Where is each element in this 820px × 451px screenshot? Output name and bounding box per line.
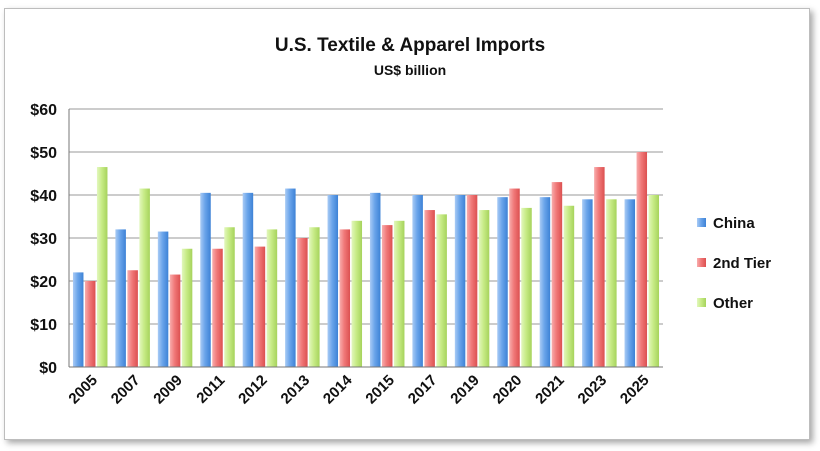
bar-other-2005 xyxy=(96,167,108,367)
bar-2nd-tier-2015 xyxy=(381,225,393,367)
chart-frame: U.S. Textile & Apparel Imports US$ billi… xyxy=(4,8,810,440)
legend-swatch-other xyxy=(697,298,706,307)
x-tick-label: 2020 xyxy=(490,372,526,408)
bar-china-2019 xyxy=(454,195,466,367)
y-tick-label: $10 xyxy=(30,317,57,334)
bar-2nd-tier-2011 xyxy=(212,248,223,367)
y-tick-label: $0 xyxy=(39,360,57,377)
bar-other-2021 xyxy=(563,205,575,367)
bar-other-2012 xyxy=(266,229,278,367)
x-tick-label: 2017 xyxy=(405,372,441,408)
legend-label: China xyxy=(713,215,755,232)
bar-2nd-tier-2007 xyxy=(127,270,138,367)
y-tick-label: $50 xyxy=(30,145,57,162)
bar-2nd-tier-2021 xyxy=(551,182,563,367)
bar-china-2025 xyxy=(624,199,636,367)
bar-china-2009 xyxy=(157,231,169,367)
chart-subtitle: US$ billion xyxy=(374,62,446,78)
bar-2nd-tier-2012 xyxy=(254,246,266,367)
bar-china-2013 xyxy=(285,188,296,367)
y-tick-label: $20 xyxy=(30,274,57,291)
bar-other-2013 xyxy=(309,227,320,367)
bars xyxy=(72,152,660,367)
x-tick-label: 2011 xyxy=(193,372,228,407)
bar-other-2009 xyxy=(181,248,193,367)
x-tick-label: 2007 xyxy=(108,372,144,408)
x-tick-label: 2009 xyxy=(150,372,186,408)
bar-other-2007 xyxy=(139,188,150,367)
chart-title: U.S. Textile & Apparel Imports xyxy=(275,35,545,56)
bar-other-2020 xyxy=(521,207,532,367)
bar-china-2014 xyxy=(327,195,339,367)
x-tick-label: 2025 xyxy=(617,372,653,408)
legend-swatch-china xyxy=(697,218,706,227)
bar-2nd-tier-2013 xyxy=(297,238,308,367)
legend-label: 2nd Tier xyxy=(713,255,771,272)
x-tick-label: 2005 xyxy=(65,372,101,408)
x-tick-label: 2012 xyxy=(235,372,271,408)
x-tick-label: 2023 xyxy=(575,372,611,408)
bar-2nd-tier-2009 xyxy=(169,274,181,367)
bar-2nd-tier-2023 xyxy=(594,167,605,367)
x-tick-label: 2021 xyxy=(532,372,568,408)
bar-china-2005 xyxy=(72,272,84,367)
bar-other-2023 xyxy=(606,199,617,367)
legend: China 2nd Tier Other xyxy=(697,215,771,312)
bar-2nd-tier-2017 xyxy=(424,210,435,367)
y-tick-label: $30 xyxy=(30,231,57,248)
legend-label: Other xyxy=(713,295,753,312)
bar-2nd-tier-2014 xyxy=(339,229,351,367)
bar-2nd-tier-2020 xyxy=(509,188,520,367)
bar-other-2025 xyxy=(648,195,660,367)
bar-2nd-tier-2005 xyxy=(84,281,96,367)
bar-china-2012 xyxy=(242,192,254,367)
x-tick-label: 2015 xyxy=(362,372,398,408)
bar-other-2015 xyxy=(393,220,405,367)
bar-other-2014 xyxy=(351,220,363,367)
x-tick-label: 2013 xyxy=(278,372,314,408)
y-tick-label: $40 xyxy=(30,188,57,205)
bar-china-2007 xyxy=(115,229,126,367)
y-tick-label: $60 xyxy=(30,102,57,119)
bar-china-2020 xyxy=(497,197,508,367)
bar-2nd-tier-2025 xyxy=(636,152,648,367)
bar-china-2023 xyxy=(582,199,593,367)
bar-china-2021 xyxy=(539,197,551,367)
x-tick-label: 2019 xyxy=(447,372,483,408)
bar-other-2019 xyxy=(478,210,490,367)
bar-other-2017 xyxy=(436,214,447,367)
legend-swatch-2nd-tier xyxy=(697,258,706,267)
bar-other-2011 xyxy=(224,227,235,367)
bar-china-2015 xyxy=(369,192,381,367)
bar-china-2011 xyxy=(200,192,211,367)
bar-china-2017 xyxy=(412,195,423,367)
x-tick-label: 2014 xyxy=(320,371,356,407)
chart-svg: U.S. Textile & Apparel Imports US$ billi… xyxy=(30,35,771,408)
bar-2nd-tier-2019 xyxy=(466,195,478,367)
